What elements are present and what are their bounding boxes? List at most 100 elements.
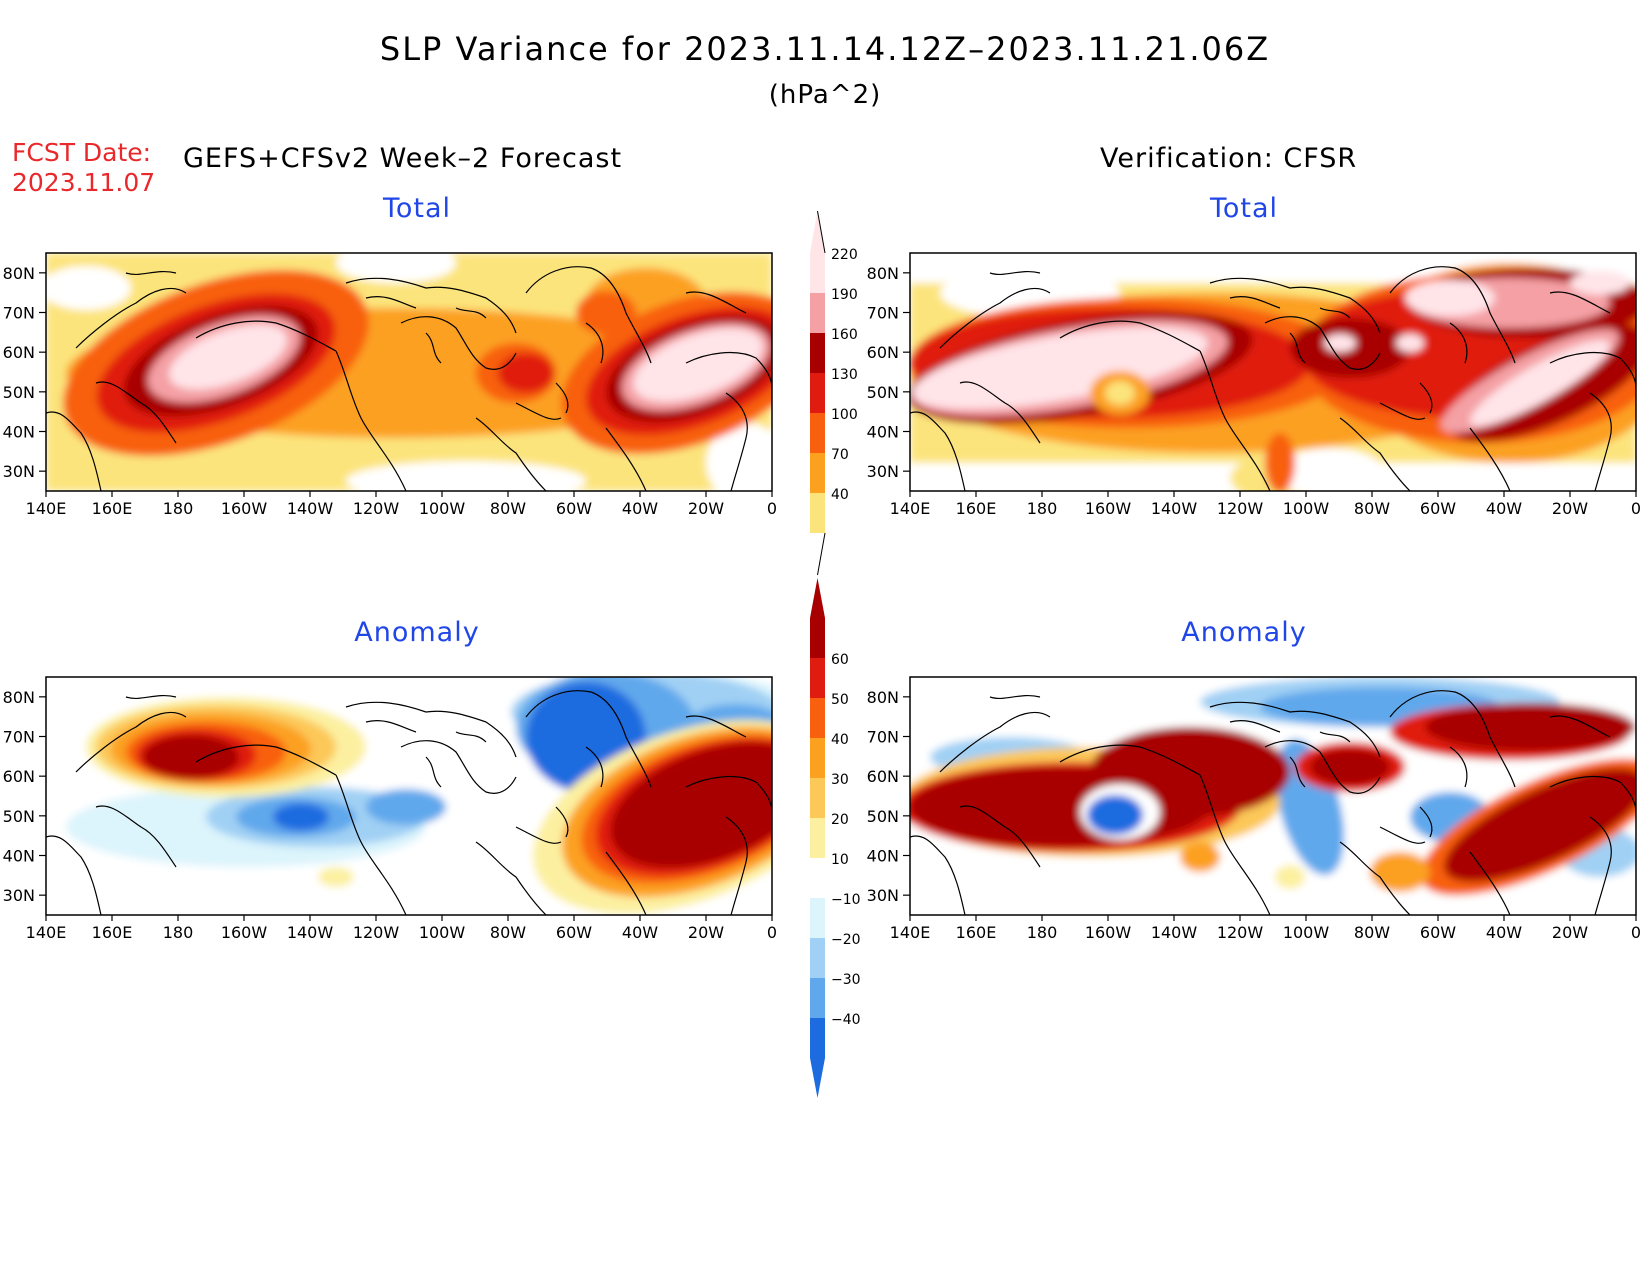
colorbar-swatch <box>810 818 825 858</box>
colorbar-tick-label: −20 <box>831 932 861 948</box>
colorbar-tick-label: 70 <box>831 447 849 463</box>
colorbar-anomaly: 60 50 40 30 20 10 −10 −20 −30 −40 <box>810 578 861 1098</box>
lon-tick-label: 120W <box>353 499 400 518</box>
lon-tick-label: 0 <box>767 923 777 942</box>
lat-tick-label: 40N <box>867 847 899 866</box>
lon-tick-label: 100W <box>1283 923 1330 942</box>
lon-tick-label: 180 <box>1027 499 1058 518</box>
colorbar-tick-label: −40 <box>831 1012 861 1028</box>
lat-tick-label: 60N <box>867 767 899 786</box>
lat-tick-label: 70N <box>867 728 899 747</box>
map-forecast-total: 80N 70N 60N 50N 40N 30N 140E 160E 180 160W 140W 12… <box>3 252 777 518</box>
colorbar-tick-label: −30 <box>831 972 861 988</box>
colorbar-tick-label: 100 <box>831 407 858 423</box>
lat-tick-label: 40N <box>867 423 899 442</box>
colorbar-swatch <box>810 333 825 373</box>
lat-tick-label: 30N <box>3 462 35 481</box>
lat-tick-label: 50N <box>867 807 899 826</box>
lon-tick-label: 40W <box>622 499 658 518</box>
colorbar-swatch <box>810 898 825 938</box>
lat-tick-label: 50N <box>3 383 35 402</box>
lat-tick-label: 80N <box>3 264 35 283</box>
colorbar-tick-label: 220 <box>831 247 858 263</box>
colorbar-tick-label: 40 <box>831 487 849 503</box>
lon-tick-label: 160E <box>956 923 997 942</box>
lat-tick-label: 80N <box>867 688 899 707</box>
lon-tick-label: 120W <box>1217 923 1264 942</box>
lat-tick-label: 40N <box>3 847 35 866</box>
lon-tick-label: 160E <box>92 499 133 518</box>
colorbar-tick-label: 160 <box>831 327 858 343</box>
lon-tick-label: 140W <box>1151 499 1198 518</box>
lon-tick-label: 0 <box>1631 923 1641 942</box>
colorbar-total: 220 190 160 130 100 70 40 <box>810 210 858 576</box>
lon-tick-label: 60W <box>556 499 592 518</box>
lon-tick-label: 160E <box>956 499 997 518</box>
fcst-date-value: 2023.11.07 <box>12 168 156 197</box>
lon-tick-label: 80W <box>1354 499 1390 518</box>
fcst-date-label: FCST Date: <box>12 138 152 167</box>
colorbar-swatch <box>810 1018 825 1058</box>
colorbar-swatch <box>810 618 825 658</box>
lon-tick-label: 140E <box>26 499 67 518</box>
lon-tick-label: 60W <box>556 923 592 942</box>
panel-title-top-left: Total <box>382 193 452 224</box>
lon-tick-label: 140E <box>26 923 67 942</box>
lon-tick-label: 160W <box>221 499 268 518</box>
lon-tick-label: 120W <box>353 923 400 942</box>
lon-tick-label: 160W <box>221 923 268 942</box>
lon-tick-label: 60W <box>1420 923 1456 942</box>
colorbar-swatch <box>810 658 825 698</box>
colorbar-swatch <box>810 293 825 333</box>
lon-tick-label: 40W <box>622 923 658 942</box>
colorbar-swatch <box>810 253 825 293</box>
panel-title-bottom-left: Anomaly <box>354 617 480 648</box>
lat-tick-label: 60N <box>867 343 899 362</box>
colorbar-tick-label: 30 <box>831 772 849 788</box>
colorbar-swatch <box>810 453 825 493</box>
colorbar-swatch <box>810 938 825 978</box>
lon-tick-label: 0 <box>767 499 777 518</box>
lon-tick-label: 180 <box>163 923 194 942</box>
colorbar-swatch <box>810 858 825 898</box>
colorbar-tick-label: 40 <box>831 732 849 748</box>
lon-tick-label: 140E <box>890 499 931 518</box>
colorbar-tick-label: 190 <box>831 287 858 303</box>
lat-tick-label: 70N <box>867 304 899 323</box>
lon-tick-label: 80W <box>490 499 526 518</box>
forecast-header: GEFS+CFSv2 Week–2 Forecast <box>183 143 623 174</box>
lat-tick-label: 30N <box>867 462 899 481</box>
colorbar-tick-label: 10 <box>831 852 849 868</box>
lon-tick-label: 0 <box>1631 499 1641 518</box>
lon-tick-label: 160W <box>1085 499 1132 518</box>
lat-tick-label: 60N <box>3 343 35 362</box>
lat-tick-label: 50N <box>3 807 35 826</box>
lat-tick-label: 70N <box>3 304 35 323</box>
lon-tick-label: 40W <box>1486 923 1522 942</box>
colorbar-swatch <box>810 413 825 453</box>
map-verification-anomaly: 80N 70N 60N 50N 40N 30N 140E 160E 180 160W 140W 12… <box>867 676 1641 942</box>
lon-tick-label: 20W <box>1552 923 1588 942</box>
lon-tick-label: 160E <box>92 923 133 942</box>
lon-tick-label: 140W <box>287 923 334 942</box>
colorbar-tick-label: 20 <box>831 812 849 828</box>
lon-tick-label: 180 <box>1027 923 1058 942</box>
map-forecast-anomaly: 80N 70N 60N 50N 40N 30N 140E 160E 180 160W 140W 12… <box>3 676 777 942</box>
colorbar-swatch <box>810 738 825 778</box>
lon-tick-label: 120W <box>1217 499 1264 518</box>
chart-title: SLP Variance for 2023.11.14.12Z–2023.11.… <box>379 30 1271 68</box>
lon-tick-label: 60W <box>1420 499 1456 518</box>
lat-tick-label: 40N <box>3 423 35 442</box>
lon-tick-label: 100W <box>419 499 466 518</box>
lon-tick-label: 80W <box>490 923 526 942</box>
panel-title-bottom-right: Anomaly <box>1181 617 1307 648</box>
panel-title-top-right: Total <box>1209 193 1279 224</box>
colorbar-swatch <box>810 373 825 413</box>
lat-tick-label: 60N <box>3 767 35 786</box>
lon-tick-label: 160W <box>1085 923 1132 942</box>
colorbar-tick-label: 50 <box>831 692 849 708</box>
lat-tick-label: 80N <box>867 264 899 283</box>
lon-tick-label: 20W <box>688 499 724 518</box>
colorbar-tick-label: 60 <box>831 652 849 668</box>
lat-tick-label: 70N <box>3 728 35 747</box>
